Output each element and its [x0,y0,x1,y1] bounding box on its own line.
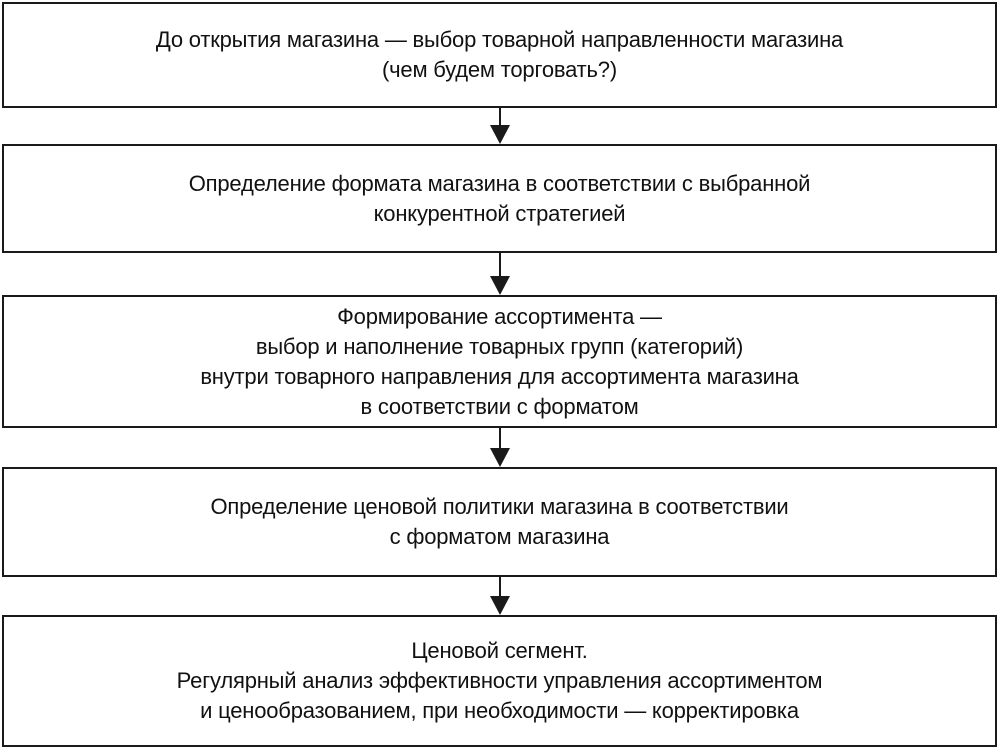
flow-step-3-box: Формирование ассортимента — выбор и напо… [2,295,997,428]
flow-connector-3 [0,428,1000,467]
arrow-down-icon [490,125,510,144]
flow-step-1-box: До открытия магазина — выбор товарной на… [2,2,997,108]
arrow-down-icon [490,596,510,615]
flow-step-4-text: Определение ценовой политики магазина в … [210,494,789,549]
arrow-down-icon [490,448,510,467]
flow-connector-1 [0,108,1000,144]
arrow-down-icon [490,276,510,295]
arrow-line [499,108,501,136]
flow-connector-4 [0,577,1000,615]
flow-step-5-text: Ценовой сегмент. Регулярный анализ эффек… [176,638,823,723]
flow-connector-2 [0,253,1000,295]
flow-step-1-text: До открытия магазина — выбор товарной на… [155,27,844,82]
flow-step-3-text: Формирование ассортимента — выбор и напо… [200,303,799,419]
flow-step-2-text: Определение формата магазина в соответст… [188,170,811,226]
flow-step-4-box: Определение ценовой политики магазина в … [2,467,997,577]
arrow-line [499,577,501,607]
arrow-line [499,253,501,287]
flow-step-2-box: Определение формата магазина в соответст… [2,144,997,253]
flow-step-5-box: Ценовой сегмент. Регулярный анализ эффек… [2,615,997,747]
arrow-line [499,428,501,459]
